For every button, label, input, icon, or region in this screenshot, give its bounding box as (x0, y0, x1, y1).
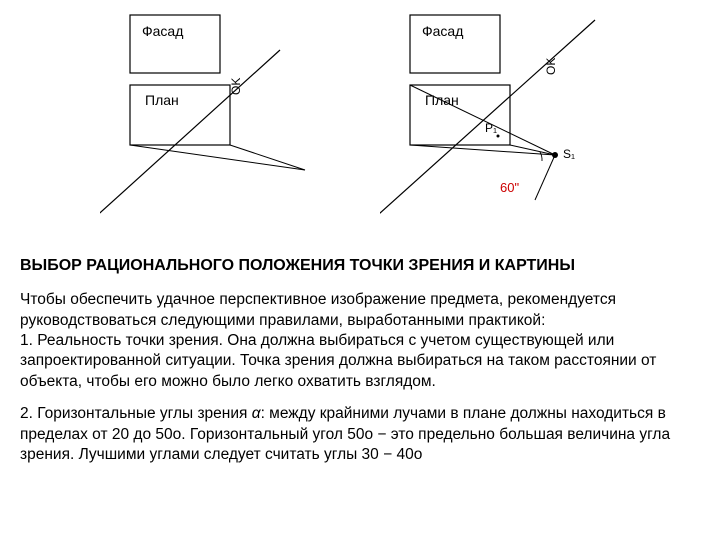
ok-label-left: OK (229, 78, 243, 95)
rule1-text: 1. Реальность точки зрения. Она должна в… (20, 332, 656, 390)
s1-label: S₁ (563, 147, 575, 161)
facade-label-right: Фасад (422, 23, 463, 39)
intro-text: Чтобы обеспечить удачное перспективное и… (20, 291, 616, 328)
rule2-alpha: α (252, 405, 261, 422)
p1-label: P₁ (485, 121, 497, 135)
paragraph-rule2: 2. Горизонтальные углы зрения α: между к… (20, 404, 700, 465)
angle-label: 60" (500, 180, 519, 195)
paragraph-intro-and-rule1: Чтобы обеспечить удачное перспективное и… (20, 290, 700, 392)
heading: ВЫБОР РАЦИОНАЛЬНОГО ПОЛОЖЕНИЯ ТОЧКИ ЗРЕН… (20, 255, 700, 276)
plan-label-left: План (145, 92, 179, 108)
page: Фасад План OK Фасад План (0, 0, 720, 540)
diagrams-row: Фасад План OK Фасад План (0, 10, 720, 240)
text-block: ВЫБОР РАЦИОНАЛЬНОГО ПОЛОЖЕНИЯ ТОЧКИ ЗРЕН… (20, 255, 700, 478)
ok-label-right: OK (544, 58, 558, 75)
diagram-left: Фасад План OK (100, 10, 380, 230)
diagram-right: Фасад План OK P₁ S₁ (380, 10, 660, 230)
rule2-pre: 2. Горизонтальные углы зрения (20, 405, 252, 422)
facade-label-left: Фасад (142, 23, 183, 39)
